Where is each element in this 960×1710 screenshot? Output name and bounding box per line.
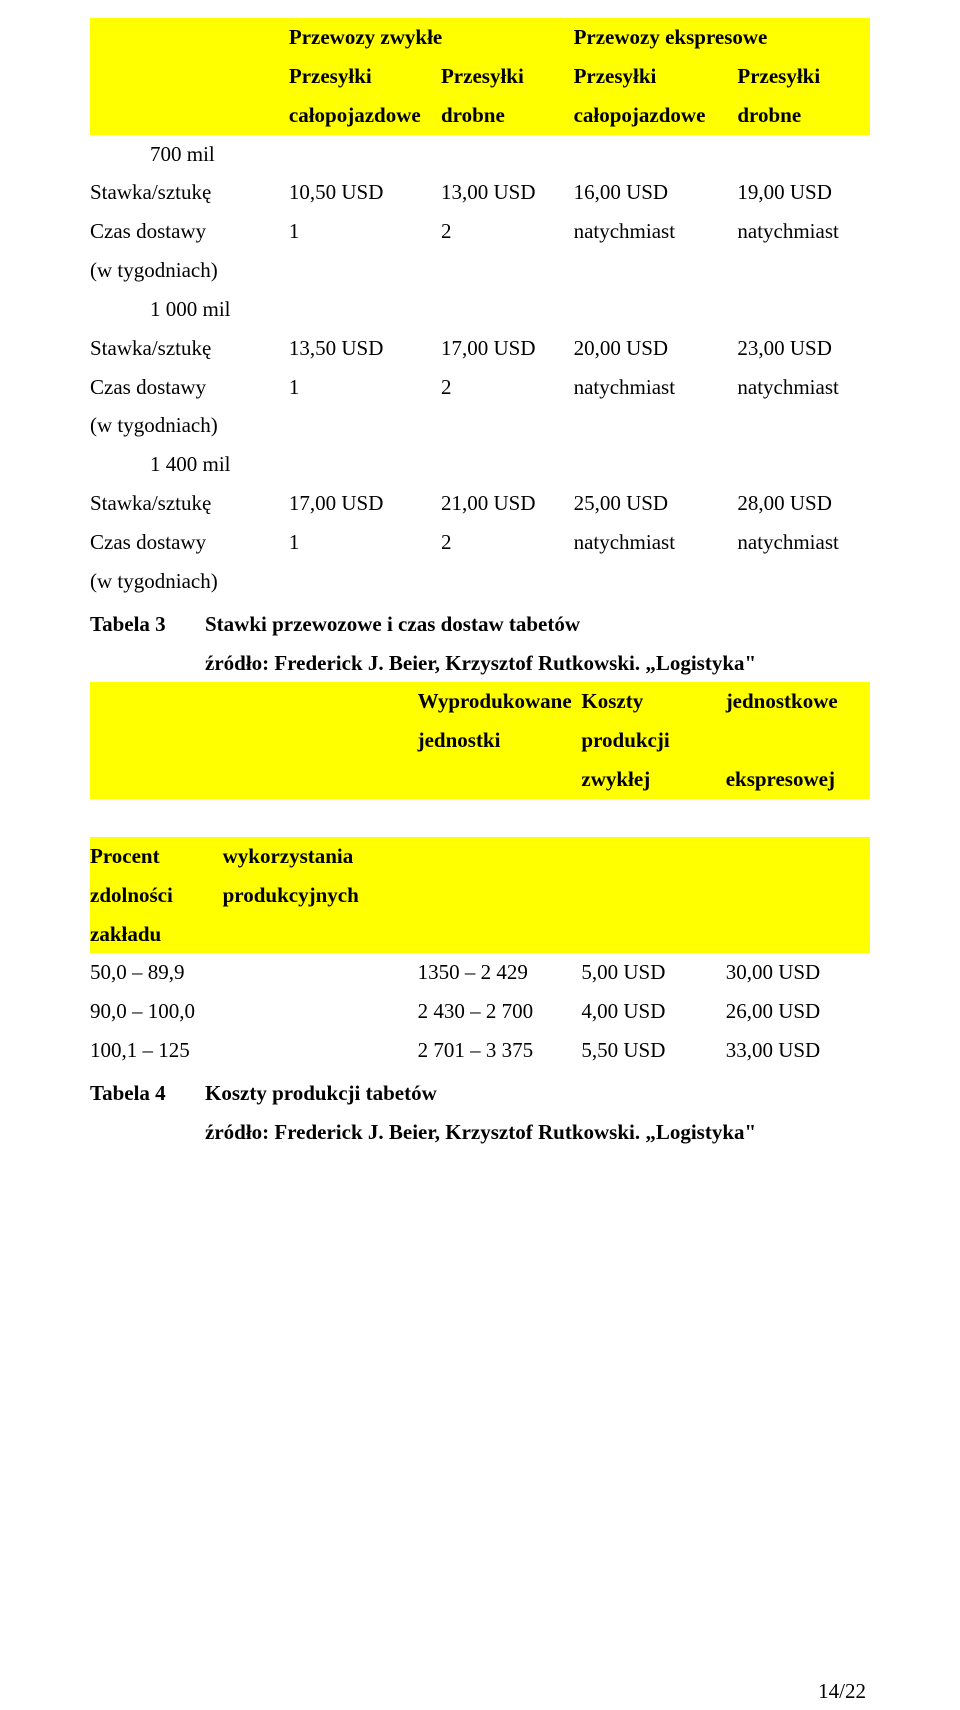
col-head: całopojazdowe <box>289 96 441 135</box>
time-value: 2 <box>441 523 574 562</box>
time-label: Czas dostawy <box>90 368 289 407</box>
rate-value: 20,00 USD <box>574 329 738 368</box>
row-units: 2 701 – 3 375 <box>418 1031 582 1070</box>
time-value: 1 <box>289 523 441 562</box>
time-value: natychmiast <box>737 212 870 251</box>
caption-label: Tabela 4 <box>90 1074 205 1113</box>
time-label: Czas dostawy <box>90 212 289 251</box>
time-value: 1 <box>289 212 441 251</box>
time-unit: (w tygodniach) <box>90 562 289 601</box>
left-head: produkcyjnych <box>223 876 418 915</box>
col-head: produkcji <box>581 721 725 760</box>
col-head: całopojazdowe <box>574 96 738 135</box>
time-value: natychmiast <box>737 523 870 562</box>
left-head <box>223 915 418 954</box>
row-cost-normal: 5,50 USD <box>581 1031 725 1070</box>
time-value: 2 <box>441 368 574 407</box>
table-rates: Przewozy zwykłe Przewozy ekspresowe Prze… <box>90 18 870 601</box>
caption-text: Koszty produkcji tabetów <box>205 1074 870 1113</box>
row-label: 50,0 – 89,9 <box>90 953 418 992</box>
rate-value: 28,00 USD <box>737 484 870 523</box>
time-value: natychmiast <box>574 212 738 251</box>
rate-label: Stawka/sztukę <box>90 484 289 523</box>
row-cost-normal: 5,00 USD <box>581 953 725 992</box>
left-head: Procent <box>90 837 223 876</box>
time-value: 2 <box>441 212 574 251</box>
rate-value: 23,00 USD <box>737 329 870 368</box>
col-head: jednostki <box>418 721 582 760</box>
col-head: Przesyłki <box>441 57 574 96</box>
rate-value: 17,00 USD <box>441 329 574 368</box>
row-cost-express: 30,00 USD <box>726 953 870 992</box>
time-value: natychmiast <box>574 368 738 407</box>
section-label: 1 400 mil <box>90 445 289 484</box>
time-value: 1 <box>289 368 441 407</box>
col-head: Przesyłki <box>574 57 738 96</box>
caption-source: źródło: Frederick J. Beier, Krzysztof Ru… <box>90 1113 870 1152</box>
caption-text: Stawki przewozowe i czas dostaw tabetów <box>205 605 870 644</box>
rate-label: Stawka/sztukę <box>90 329 289 368</box>
col-head: Wyprodukowane <box>418 682 582 721</box>
row-label: 100,1 – 125 <box>90 1031 418 1070</box>
col-head: Koszty <box>581 682 725 721</box>
section-label: 700 mil <box>90 135 289 174</box>
rate-value: 17,00 USD <box>289 484 441 523</box>
rate-value: 21,00 USD <box>441 484 574 523</box>
left-head: wykorzystania <box>223 837 418 876</box>
row-units: 2 430 – 2 700 <box>418 992 582 1031</box>
rate-value: 13,50 USD <box>289 329 441 368</box>
time-unit: (w tygodniach) <box>90 406 289 445</box>
caption-source: źródło: Frederick J. Beier, Krzysztof Ru… <box>90 644 870 683</box>
table2-caption: Tabela 4 Koszty produkcji tabetów źródło… <box>90 1074 870 1152</box>
col-head <box>726 721 870 760</box>
section-label: 1 000 mil <box>90 290 289 329</box>
col-head <box>418 760 582 799</box>
rate-value: 13,00 USD <box>441 173 574 212</box>
time-value: natychmiast <box>737 368 870 407</box>
row-units: 1350 – 2 429 <box>418 953 582 992</box>
group-head-express: Przewozy ekspresowe <box>574 18 870 57</box>
col-head: Przesyłki <box>289 57 441 96</box>
table-costs-head: Wyprodukowane Koszty jednostkowe jednost… <box>90 682 870 1070</box>
col-head: ekspresowej <box>726 760 870 799</box>
col-head: jednostkowe <box>726 682 870 721</box>
time-label: Czas dostawy <box>90 523 289 562</box>
caption-label: Tabela 3 <box>90 605 205 644</box>
time-unit: (w tygodniach) <box>90 251 289 290</box>
left-head: zakładu <box>90 915 223 954</box>
row-cost-express: 26,00 USD <box>726 992 870 1031</box>
col-head: drobne <box>737 96 870 135</box>
group-head-normal: Przewozy zwykłe <box>289 18 574 57</box>
col-head: Przesyłki <box>737 57 870 96</box>
row-cost-normal: 4,00 USD <box>581 992 725 1031</box>
row-cost-express: 33,00 USD <box>726 1031 870 1070</box>
rate-value: 16,00 USD <box>574 173 738 212</box>
rate-label: Stawka/sztukę <box>90 173 289 212</box>
page-number: 14/22 <box>90 1672 870 1710</box>
page: Przewozy zwykłe Przewozy ekspresowe Prze… <box>0 0 960 1710</box>
time-value: natychmiast <box>574 523 738 562</box>
left-head: zdolności <box>90 876 223 915</box>
rate-value: 19,00 USD <box>737 173 870 212</box>
rate-value: 25,00 USD <box>574 484 738 523</box>
col-head: drobne <box>441 96 574 135</box>
rate-value: 10,50 USD <box>289 173 441 212</box>
col-head: zwykłej <box>581 760 725 799</box>
table1-caption: Tabela 3 Stawki przewozowe i czas dostaw… <box>90 605 870 683</box>
row-label: 90,0 – 100,0 <box>90 992 418 1031</box>
